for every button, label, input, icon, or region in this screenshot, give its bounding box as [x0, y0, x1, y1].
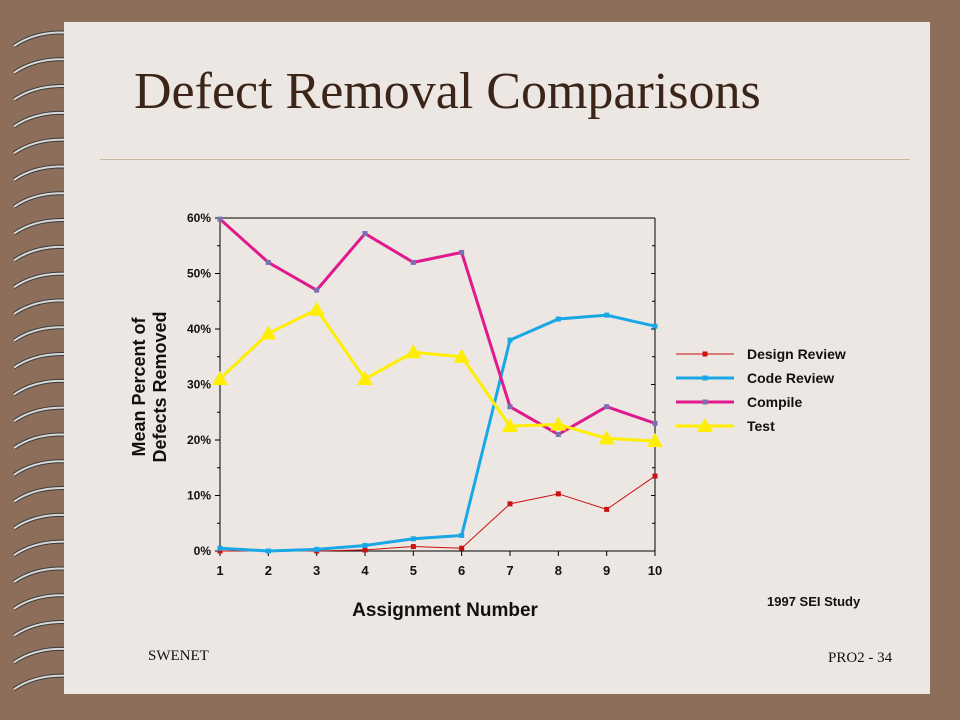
data-point-code-review [410, 536, 416, 542]
legend-item-compile: Compile [676, 394, 802, 410]
data-point-compile [507, 404, 513, 410]
data-point-design-review [410, 544, 416, 550]
data-point-test [357, 370, 373, 385]
y-axis-label-line-1: Mean Percent of [129, 317, 149, 457]
data-point-test [212, 370, 228, 385]
data-point-compile [265, 259, 271, 265]
legend-item-code-review: Code Review [676, 370, 834, 386]
data-point-test [550, 416, 567, 431]
series-line-code-review [219, 313, 656, 553]
data-point-compile [555, 431, 561, 437]
y-tick-label: 40% [187, 322, 211, 336]
data-point-code-review [507, 337, 513, 343]
x-tick-label: 2 [265, 563, 272, 578]
source-note: 1997 SEI Study [767, 594, 861, 609]
x-tick-label: 6 [458, 563, 465, 578]
data-point-code-review [652, 323, 658, 329]
data-point-compile [362, 231, 368, 237]
series-design-review [217, 473, 658, 554]
data-point-code-review [314, 546, 320, 552]
x-tick-label: 7 [506, 563, 513, 578]
data-point-design-review [507, 501, 513, 507]
y-tick-label: 60% [187, 211, 211, 225]
y-tick-label: 30% [187, 378, 211, 392]
series-code-review [217, 312, 658, 554]
data-point-code-review [459, 532, 465, 538]
x-tick-label: 8 [555, 563, 562, 578]
legend-item-test: Test [676, 418, 775, 434]
y-tick-label: 0% [194, 544, 212, 558]
data-point-compile [314, 287, 320, 293]
data-point-compile [410, 259, 416, 265]
legend-item-design-review: Design Review [676, 346, 846, 362]
x-axis-label: Assignment Number [352, 600, 538, 621]
data-point-design-review [362, 547, 368, 553]
data-point-compile [217, 216, 223, 222]
x-tick-label: 10 [648, 563, 662, 578]
data-point-design-review [459, 545, 465, 551]
footer-left: SWENET [148, 648, 209, 664]
chart-legend: Design Review Code Review Compile Test [676, 346, 846, 434]
legend-label-compile: Compile [747, 394, 802, 410]
series-compile [217, 216, 658, 437]
y-tick-label: 50% [187, 267, 211, 281]
legend-marker-test [697, 418, 713, 432]
series-line-compile [218, 217, 656, 437]
y-axis-label-line-2: Defects Removed [150, 311, 170, 463]
data-point-code-review [362, 542, 368, 548]
legend-marker-code-review [702, 375, 708, 381]
data-point-code-review [604, 312, 610, 318]
x-tick-label: 3 [313, 563, 320, 578]
x-tick-label: 9 [603, 563, 610, 578]
data-point-test [308, 301, 325, 316]
y-tick-label: 10% [187, 489, 211, 503]
data-point-code-review [265, 548, 271, 554]
data-point-compile [604, 404, 610, 410]
data-point-test [598, 430, 615, 445]
data-point-test [405, 344, 422, 359]
y-tick-label: 20% [187, 433, 211, 447]
legend-marker-design-review [702, 351, 708, 357]
data-point-compile [652, 420, 658, 426]
data-point-compile [459, 249, 465, 255]
data-point-code-review [217, 545, 223, 551]
data-point-design-review [604, 506, 610, 512]
data-point-test [453, 348, 470, 363]
legend-label-code-review: Code Review [747, 370, 834, 386]
series-line-design-review [220, 475, 656, 552]
data-point-test [502, 418, 518, 433]
series-line-test [218, 307, 656, 443]
x-tick-label: 5 [410, 563, 417, 578]
data-point-design-review [652, 473, 658, 479]
data-point-design-review [217, 548, 223, 554]
data-point-design-review [555, 491, 561, 497]
data-point-code-review [555, 316, 561, 322]
x-tick-label: 1 [216, 563, 223, 578]
slide-page [64, 22, 930, 694]
slide-title: Defect Removal Comparisons [134, 63, 761, 120]
x-tick-label: 4 [361, 563, 369, 578]
legend-label-design-review: Design Review [747, 346, 846, 362]
footer-page-number: PRO2 - 34 [828, 650, 893, 666]
legend-marker-compile [702, 399, 708, 405]
title-divider [100, 159, 910, 160]
series-test [212, 301, 663, 448]
data-point-test [260, 325, 277, 340]
legend-label-test: Test [747, 418, 775, 434]
data-point-test [647, 433, 663, 448]
